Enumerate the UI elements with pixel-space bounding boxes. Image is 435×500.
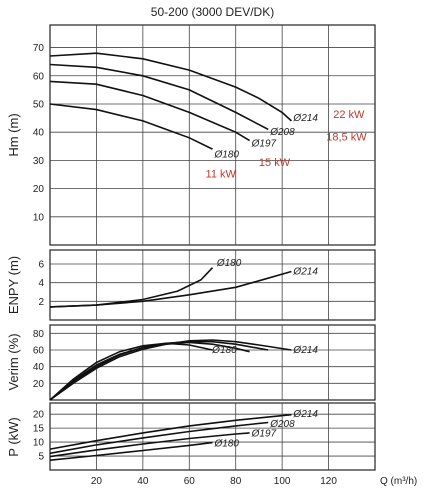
y-axis-label-power: P (kW) [6, 417, 21, 456]
curve-label: Ø180 [214, 438, 240, 449]
y-tick-label: 15 [33, 424, 45, 435]
curve-label: Ø214 [292, 266, 318, 277]
x-tick-label: 100 [274, 476, 291, 487]
x-tick-label: 40 [137, 476, 149, 487]
curve-hm-Ø208 [49, 63, 269, 131]
curve-hm-Ø180 [49, 103, 213, 150]
y-tick-label: 2 [38, 297, 44, 308]
curve-label: Ø180 [216, 258, 242, 269]
y-tick-label: 60 [33, 346, 45, 357]
curve-label: Ø197 [251, 138, 277, 149]
y-tick-label: 80 [33, 329, 45, 340]
y-tick-label: 10 [33, 212, 45, 223]
y-tick-label: 50 [33, 99, 45, 110]
curve-power-Ø197 [49, 432, 250, 458]
curve-verim-Ø214 [49, 339, 292, 401]
curve-verim-Ø180 [49, 342, 213, 401]
power-label: 22 kW [333, 109, 365, 121]
y-tick-label: 20 [33, 379, 45, 390]
y-tick-label: 60 [33, 71, 45, 82]
curve-enpy-Ø214 [49, 270, 292, 308]
y-tick-label: 40 [33, 128, 45, 139]
y-tick-label: 40 [33, 362, 45, 373]
curve-power-Ø180 [49, 441, 213, 461]
curve-hm-Ø197 [49, 80, 251, 142]
y-axis-label-enpy: ENPY (m) [6, 256, 21, 314]
curve-label: Ø208 [269, 419, 295, 430]
curve-label: Ø214 [292, 345, 318, 356]
power-label: 11 kW [206, 168, 237, 180]
y-tick-label: 4 [38, 278, 44, 289]
y-axis-label-verim: Verim (%) [6, 333, 21, 390]
curve-verim-Ø208 [49, 340, 269, 401]
curve-label: Ø214 [292, 113, 318, 124]
curve-label: Ø197 [251, 429, 277, 440]
y-tick-label: 20 [33, 410, 45, 421]
chart-title: 50-200 (3000 DEV/DK) [151, 5, 274, 19]
curve-label: Ø180 [214, 150, 240, 161]
y-tick-label: 20 [33, 184, 45, 195]
x-tick-label: 20 [91, 476, 103, 487]
curve-hm-Ø214 [49, 52, 292, 122]
panel-frame [49, 249, 376, 321]
panel-verim: 20 40 60 80 Verim (%) Ø180 Ø214 [6, 324, 376, 401]
panel-frame [49, 402, 376, 471]
curve-label: Ø214 [292, 409, 318, 420]
curve-power-Ø208 [49, 421, 269, 455]
y-tick-label: 70 [33, 43, 45, 54]
x-tick-label: 60 [184, 476, 196, 487]
y-tick-label: 30 [33, 156, 45, 167]
power-label: 18,5 kW [326, 132, 367, 144]
y-tick-label: 10 [33, 438, 45, 449]
y-tick-label: 5 [38, 452, 44, 463]
y-tick-label: 6 [38, 260, 44, 271]
panel-frame [49, 24, 376, 246]
curve-label: Ø208 [269, 127, 295, 138]
panel-frame [49, 324, 376, 401]
y-axis-label-hm: Hm (m) [6, 113, 21, 156]
power-label: 15 kW [259, 157, 291, 169]
x-tick-label: 120 [320, 476, 337, 487]
curve-label: Ø180 [211, 345, 237, 356]
panel-enpy: 2 4 6 ENPY (m) Ø180 Ø214 [6, 249, 376, 321]
x-tick-label: 80 [230, 476, 242, 487]
x-axis-label: Q (m³/h) [380, 476, 417, 487]
curve-power-Ø214 [49, 413, 292, 450]
